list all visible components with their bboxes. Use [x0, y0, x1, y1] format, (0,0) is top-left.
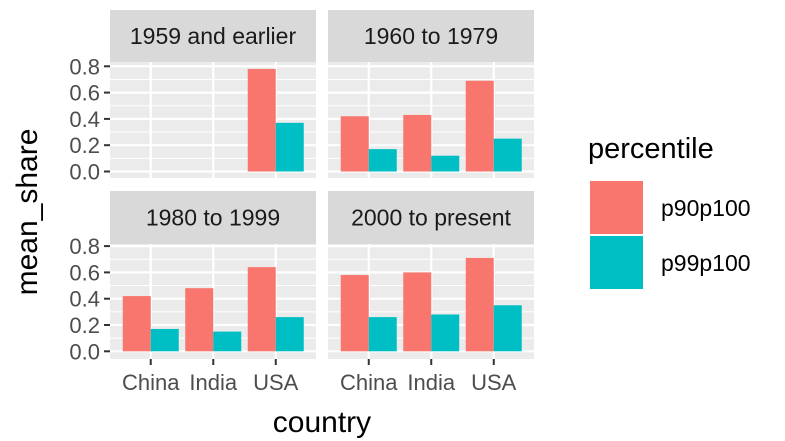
facet-strip-label: 1960 to 1979 [364, 23, 498, 49]
bar-p90p100-China [122, 296, 151, 352]
bar-p99p100-India [431, 155, 460, 172]
y-tick-label: 0.8 [69, 234, 100, 259]
facet-strip [110, 191, 316, 244]
bar-p90p100-USA [465, 257, 494, 352]
facet-panel-3: 1980 to 1999 [110, 191, 316, 359]
bar-p90p100-India [403, 272, 432, 352]
legend: percentile p90p100 p99p100 [588, 133, 751, 289]
bar-p90p100-USA [465, 80, 494, 172]
bar-p99p100-USA [275, 317, 304, 352]
legend-label-p99p100: p99p100 [661, 250, 751, 276]
bar-p90p100-India [403, 114, 432, 172]
y-tick-label: 0.2 [69, 133, 100, 158]
bar-p99p100-India [431, 314, 460, 352]
bar-p90p100-USA [247, 68, 276, 172]
bar-p99p100-USA [275, 122, 304, 172]
facet-panel-1: 1959 and earlier [110, 10, 316, 178]
legend-key-p90p100 [590, 181, 643, 234]
facet-panels: 1959 and earlier 1960 to 1979 1980 to 1999… [110, 10, 534, 359]
x-tick-label: USA [471, 370, 517, 395]
bar-p90p100-USA [247, 267, 276, 352]
bar-p99p100-USA [493, 305, 522, 352]
y-tick-label: 0.0 [69, 160, 100, 185]
bar-p90p100-China [340, 116, 369, 172]
facet-strip-label: 2000 to present [351, 205, 511, 231]
bar-p90p100-China [340, 275, 369, 352]
bar-p99p100-China [368, 149, 397, 172]
facet-panel-4: 2000 to present [328, 191, 534, 359]
legend-label-p90p100: p90p100 [661, 195, 751, 221]
x-tick-label: China [340, 370, 398, 395]
facet-strip [328, 10, 534, 62]
facet-strip [328, 191, 534, 244]
facet-strip-label: 1959 and earlier [130, 23, 297, 49]
y-tick-label: 0.2 [69, 313, 100, 338]
y-axis-title: mean_share [11, 129, 44, 296]
y-axes: 0.00.20.40.60.80.00.20.40.60.8 [69, 54, 110, 364]
y-tick-label: 0.4 [69, 107, 100, 132]
facet-panel-2: 1960 to 1979 [328, 10, 534, 178]
y-tick-label: 0.6 [69, 81, 100, 106]
bar-p99p100-China [150, 328, 179, 352]
x-tick-label: India [407, 370, 455, 395]
y-tick-label: 0.6 [69, 260, 100, 285]
legend-key-p99p100 [590, 236, 643, 289]
bar-p99p100-China [368, 317, 397, 352]
y-tick-label: 0.4 [69, 287, 100, 312]
bar-p90p100-India [185, 288, 214, 352]
bar-p99p100-India [213, 331, 242, 352]
facet-strip [110, 10, 316, 62]
x-tick-label: China [122, 370, 180, 395]
legend-title: percentile [588, 133, 714, 165]
y-tick-label: 0.0 [69, 339, 100, 364]
x-axes: China India USA China India USA [122, 359, 517, 395]
y-tick-label: 0.8 [69, 54, 100, 79]
x-tick-label: USA [253, 370, 299, 395]
x-tick-label: India [189, 370, 237, 395]
x-axis-title: country [273, 406, 371, 439]
bar-p99p100-USA [493, 138, 522, 172]
facet-strip-label: 1980 to 1999 [146, 205, 280, 231]
